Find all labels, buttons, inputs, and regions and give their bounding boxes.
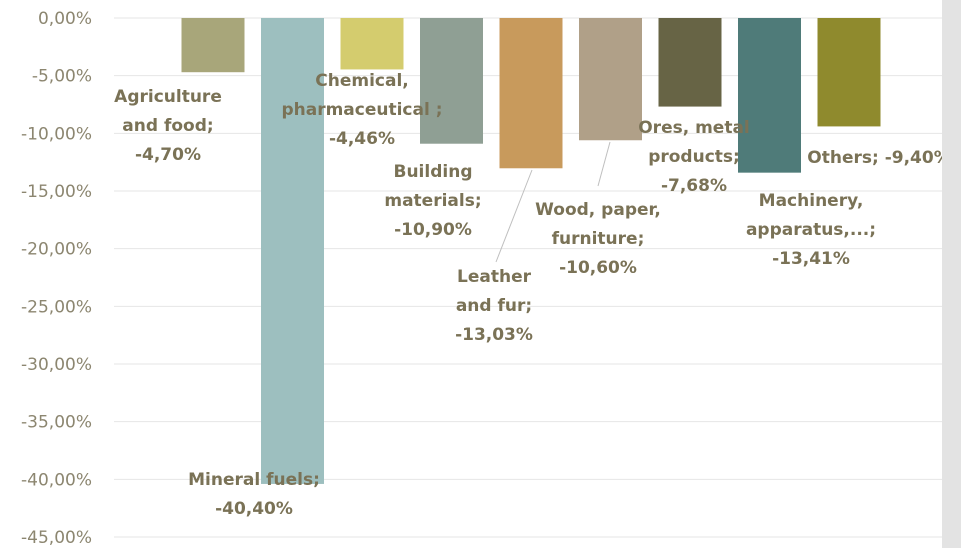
chart-right-border xyxy=(942,0,961,548)
data-label: Chemical, pharmaceutical ; -4,46% xyxy=(281,71,442,149)
y-tick-label: -15,00% xyxy=(21,182,92,202)
y-axis-ticks: 0,00% -5,00% -10,00% -15,00% -20,00% -25,00% -… xyxy=(21,9,92,548)
leader-lines xyxy=(495,141,611,263)
data-label: Wood, paper, furniture; -10,60% xyxy=(535,200,661,278)
data-label-line: apparatus,...; xyxy=(746,220,876,240)
bar xyxy=(817,18,881,127)
y-tick-label: 0,00% xyxy=(38,9,92,29)
data-label-line: -4,46% xyxy=(329,129,395,149)
data-label-line: -13,41% xyxy=(772,249,850,269)
data-label-line: pharmaceutical ; xyxy=(281,100,442,120)
bar xyxy=(499,18,563,169)
data-label-line: Wood, paper, xyxy=(535,200,661,220)
data-label-line: -4,70% xyxy=(135,145,201,165)
y-tick-label: -5,00% xyxy=(32,67,92,87)
bar xyxy=(181,18,245,73)
data-label: Machinery, apparatus,...; -13,41% xyxy=(746,191,876,269)
data-label-line: and fur; xyxy=(456,296,532,316)
data-label-line: and food; xyxy=(122,116,213,136)
bar xyxy=(261,18,324,484)
data-label-line: -13,03% xyxy=(455,325,533,345)
bar xyxy=(658,18,722,107)
bar xyxy=(420,18,483,144)
data-labels: Agriculture and food; -4,70% Mineral fuels;… xyxy=(114,71,951,519)
y-tick-label: -25,00% xyxy=(21,297,92,317)
leader-line xyxy=(597,141,611,187)
gridlines xyxy=(114,17,942,538)
leader-line xyxy=(495,169,533,263)
y-tick-label: -40,00% xyxy=(21,470,92,490)
y-tick-label: -10,00% xyxy=(21,124,92,144)
data-label-line: products; xyxy=(648,147,740,167)
y-tick-label: -45,00% xyxy=(21,528,92,548)
bar xyxy=(579,18,642,141)
data-label-line: -10,90% xyxy=(394,220,472,240)
data-label: Leather and fur; -13,03% xyxy=(455,267,533,345)
data-label-line: Leather xyxy=(457,267,532,287)
bars xyxy=(181,18,881,484)
data-label-line: Others; -9,40% xyxy=(807,148,950,168)
y-tick-label: -35,00% xyxy=(21,413,92,433)
y-tick-label: -30,00% xyxy=(21,355,92,375)
data-label: Others; -9,40% xyxy=(807,148,950,168)
data-label-line: Mineral fuels; xyxy=(188,470,320,490)
data-label-line: Agriculture xyxy=(114,87,222,107)
data-label-line: -7,68% xyxy=(661,176,727,196)
data-label: Mineral fuels; -40,40% xyxy=(188,470,320,519)
data-label-line: Building xyxy=(394,162,473,182)
data-label-line: Machinery, xyxy=(759,191,864,211)
data-label-line: materials; xyxy=(384,191,481,211)
data-label-line: Ores, metal xyxy=(638,118,750,138)
data-label: Agriculture and food; -4,70% xyxy=(114,87,222,165)
data-label-line: Chemical, xyxy=(315,71,408,91)
bar xyxy=(738,18,801,173)
bar xyxy=(340,18,404,70)
y-tick-label: -20,00% xyxy=(21,240,92,260)
data-label: Building materials; -10,90% xyxy=(384,162,481,240)
data-label: Ores, metal products; -7,68% xyxy=(638,118,750,196)
data-label-line: -40,40% xyxy=(215,499,293,519)
data-label-line: furniture; xyxy=(552,229,645,249)
data-label-line: -10,60% xyxy=(559,258,637,278)
